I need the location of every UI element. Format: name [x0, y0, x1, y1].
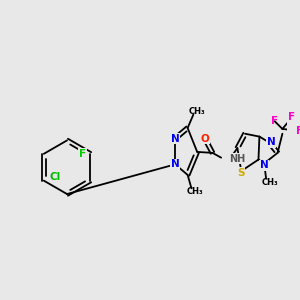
Text: Cl: Cl [50, 172, 61, 182]
Text: S: S [238, 168, 245, 178]
Text: N: N [266, 137, 275, 147]
Text: CH₃: CH₃ [262, 178, 278, 187]
Text: N: N [260, 160, 268, 170]
Text: CH₃: CH₃ [187, 187, 204, 196]
Text: O: O [200, 134, 209, 143]
Text: NH: NH [229, 154, 245, 164]
Text: CH₃: CH₃ [189, 107, 206, 116]
Text: N: N [171, 134, 180, 143]
Text: F: F [271, 116, 278, 126]
Text: F: F [296, 126, 300, 136]
Text: F: F [288, 112, 296, 122]
Text: N: N [171, 159, 180, 170]
Text: F: F [79, 149, 86, 159]
